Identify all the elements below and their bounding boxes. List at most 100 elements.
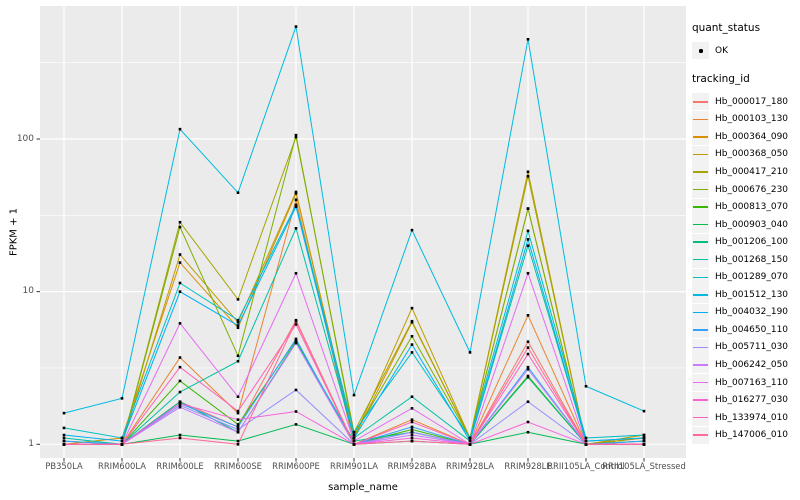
legend-entry-label: Hb_007163_110 [715,377,789,388]
data-point [410,430,414,434]
data-point [526,314,530,317]
legend-entry: Hb_000103_130 [692,110,800,129]
legend-entry-label: Hb_000103_130 [715,114,789,125]
legend-key [692,286,709,304]
data-point [468,439,472,443]
legend-entry: Hb_000813_070 [692,198,800,216]
data-point [410,306,414,310]
legend-entry-label: Hb_000368_050 [715,149,789,160]
data-point [62,433,66,437]
data-point [294,198,298,202]
data-point [294,135,298,139]
data-point [526,37,530,41]
data-point [62,426,66,430]
data-point [294,319,298,323]
legend-entry-label: OK [715,45,728,56]
legend-entry-label: Hb_147006_010 [715,430,789,441]
legend-key [692,251,709,269]
legend-entry-label: Hb_004650_110 [715,324,789,335]
data-point [62,436,66,440]
legend: quant_status OK tracking_id Hb_000017_18… [692,22,800,444]
data-point [294,337,298,341]
legend-key-line-icon [693,171,708,173]
legend-entry-label: Hb_001206_100 [715,237,789,248]
data-point [584,443,588,446]
legend-key-line-icon [693,294,708,296]
legend-key-line-icon [693,416,708,419]
x-tick-label: RRIM600PE [272,461,320,471]
legend-key-line-icon [693,381,708,384]
x-tick-label: RRIM928LE [504,461,552,471]
legend-key [692,268,709,286]
data-point [352,436,356,440]
data-point [178,436,182,440]
legend-entry: Hb_005711_030 [692,338,800,357]
data-point [410,228,414,232]
data-point [468,436,472,440]
data-point [178,390,182,394]
legend-key [692,110,709,128]
legend-key-line-icon [693,188,708,191]
data-point [410,420,414,424]
data-point [178,400,182,404]
legend-title-tracking-id: tracking_id [692,73,750,85]
legend-entries: Hb_000017_180 Hb_000103_130 Hb_000364_090 H… [692,93,800,444]
data-point [526,346,530,349]
data-point [178,290,182,293]
data-point [410,395,414,399]
legend-key [692,145,709,163]
data-point [178,322,182,325]
legend-key [692,426,709,444]
legend-key [692,409,709,427]
legend-entry-label: Hb_001289_070 [715,272,789,283]
data-point [120,443,124,446]
x-tick-label: RRIM600LE [156,461,204,471]
data-point [642,409,646,413]
data-point [294,190,298,194]
legend-entry: Hb_000364_090 [692,128,800,146]
data-point [584,384,588,388]
data-point [526,375,530,379]
data-point [410,343,414,346]
legend-entry-label: Hb_000364_090 [715,131,789,142]
legend-entry: Hb_000368_050 [692,145,800,164]
data-point [526,244,530,247]
data-point [410,428,414,431]
data-point [236,191,240,194]
legend-key-line-icon [693,206,708,208]
y-axis-title: FPKM + 1 [8,207,20,257]
data-point [236,320,240,324]
legend-entry: Hb_000903_040 [692,216,800,234]
data-point [352,393,356,397]
legend-entry-ok: OK [692,42,800,59]
x-tick-label: RRIM600SE [214,461,262,471]
x-axis-title: sample_name [328,482,398,493]
data-point [410,433,414,437]
data-point [294,341,298,345]
x-tick-label: RRII105LA_Control [547,461,625,471]
panel-background [40,6,686,458]
legend-entry: Hb_001206_100 [692,233,800,251]
legend-entry-label: Hb_000417_210 [715,166,789,177]
data-point [178,402,182,405]
data-point [236,423,240,426]
y-tick-label: 100 [16,133,34,144]
legend-key-line-icon [693,329,708,331]
legend-key [692,391,709,409]
data-point [642,443,646,446]
data-point [236,428,240,431]
data-point [294,423,298,426]
data-point [294,410,298,413]
legend-entry-label: Hb_005711_030 [715,342,789,353]
data-point [236,324,240,327]
x-tick-label: RRIM901LA [330,461,378,471]
data-point [178,127,182,131]
data-point [178,405,182,409]
legend-key-line-icon [693,311,708,314]
legend-entry: Hb_004650_110 [692,321,800,339]
data-point [236,439,240,443]
data-point [294,271,298,275]
legend-key [692,233,709,251]
x-tick-label: RRIM600LA [98,461,146,471]
